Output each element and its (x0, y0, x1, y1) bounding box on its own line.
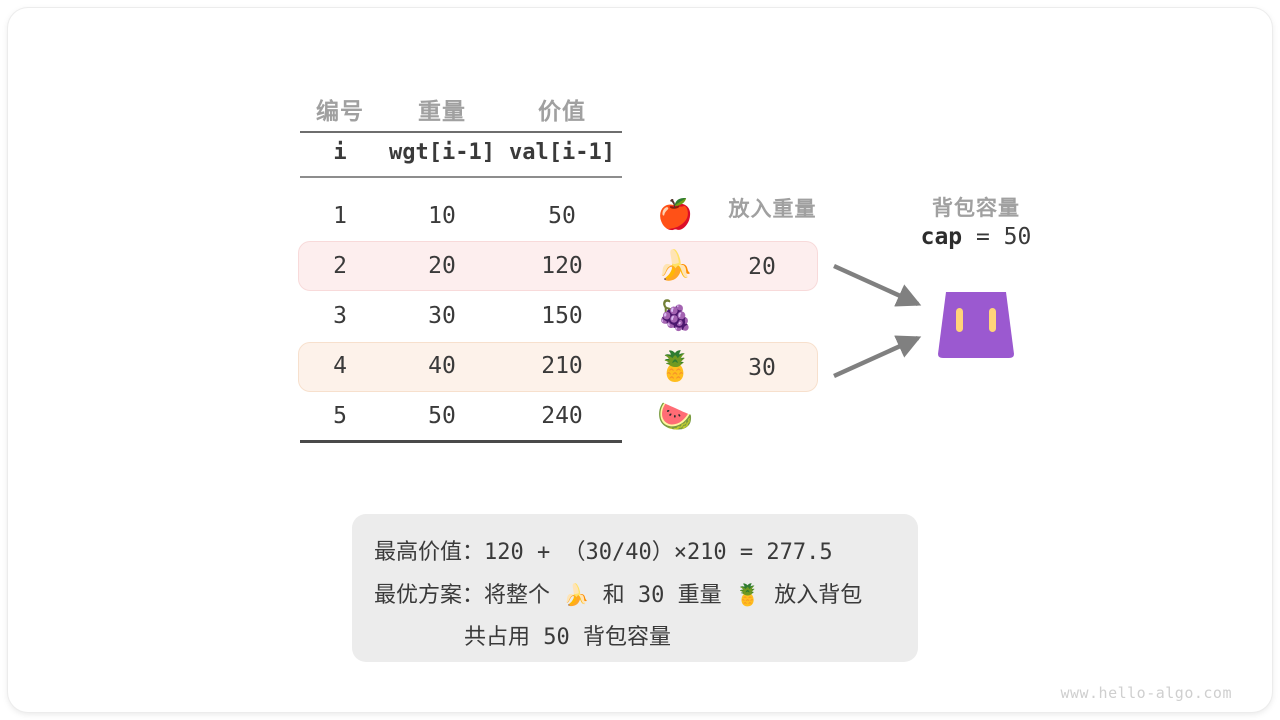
capacity-eq: = 50 (962, 224, 1032, 250)
cell-value: 50 (548, 203, 576, 229)
cell-weight: 20 (428, 253, 456, 279)
column-header-weight: 重量 (418, 99, 466, 125)
banana-icon: 🍌 (656, 248, 694, 282)
flow-arrows (833, 263, 922, 379)
table-row: 4 40 210 (298, 341, 622, 391)
items-table-body: 1 10 50 2 20 120 3 30 150 4 40 210 5 50 … (298, 191, 622, 441)
capacity-label: 背包容量 (932, 196, 1020, 220)
cell-index: 1 (333, 203, 347, 229)
cell-weight: 50 (428, 403, 456, 429)
cell-index: 3 (333, 303, 347, 329)
summary-line-total-used: 共占用 50 背包容量 (464, 625, 671, 650)
table-row: 2 20 120 (298, 241, 622, 291)
arrow-row4-to-bag (833, 335, 922, 379)
table-row: 1 10 50 (298, 191, 622, 241)
table-rule-middle (300, 176, 622, 178)
summary-line-max-value: 最高价值：120 + （30/40）×210 = 277.5 (374, 540, 833, 565)
cell-value: 150 (541, 303, 583, 329)
arrow-row2-to-bag (833, 263, 922, 307)
cell-index: 4 (333, 353, 347, 379)
cell-weight: 10 (428, 203, 456, 229)
optimal-plan-middle: 和 30 重量 (589, 583, 735, 608)
table-row: 3 30 150 (298, 291, 622, 341)
watermelon-icon: 🍉 (656, 399, 694, 433)
table-rule-bottom (300, 440, 622, 443)
cell-index: 2 (333, 253, 347, 279)
watermark: www.hello-algo.com (1060, 684, 1232, 702)
put-weight-row-4: 30 (748, 355, 776, 381)
subheader-val: val[i-1] (509, 140, 615, 165)
cell-weight: 30 (428, 303, 456, 329)
apple-icon: 🍎 (656, 197, 694, 231)
grapes-icon: 🍇 (656, 298, 694, 332)
handbag-icon (938, 292, 1014, 358)
optimal-plan-suffix: 放入背包 (761, 583, 863, 608)
put-weight-row-2: 20 (748, 254, 776, 280)
highlight-row-4 (298, 342, 818, 392)
summary-box: 最高价值：120 + （30/40）×210 = 277.5 最优方案：将整个 … (352, 514, 918, 662)
pineapple-icon-inline: 🍍 (734, 583, 762, 607)
table-rule-top (300, 131, 622, 133)
summary-line-optimal-plan: 最优方案：将整个 🍌 和 30 重量 🍍 放入背包 (352, 574, 918, 617)
subheader-wgt: wgt[i-1] (389, 140, 495, 165)
put-weight-label: 放入重量 (728, 197, 817, 221)
cell-value: 210 (541, 353, 583, 379)
cell-value: 240 (541, 403, 583, 429)
column-header-index: 编号 (316, 99, 364, 125)
table-header-row: 编号 重量 价值 (298, 88, 622, 130)
cell-index: 5 (333, 403, 347, 429)
cell-weight: 40 (428, 353, 456, 379)
cell-value: 120 (541, 253, 583, 279)
column-header-value: 价值 (538, 99, 586, 125)
capacity-value: cap = 50 (886, 224, 1066, 250)
optimal-plan-prefix: 最优方案：将整个 (374, 583, 564, 608)
banana-icon-inline: 🍌 (563, 583, 590, 607)
pineapple-icon: 🍍 (656, 349, 694, 383)
highlight-row-2 (298, 241, 818, 291)
table-subheader-row: i wgt[i-1] val[i-1] (298, 130, 622, 175)
table-row: 5 50 240 (298, 391, 622, 441)
capacity-var: cap (920, 224, 963, 250)
items-table: 编号 重量 价值 i wgt[i-1] val[i-1] (298, 88, 622, 175)
subheader-i: i (333, 140, 347, 165)
